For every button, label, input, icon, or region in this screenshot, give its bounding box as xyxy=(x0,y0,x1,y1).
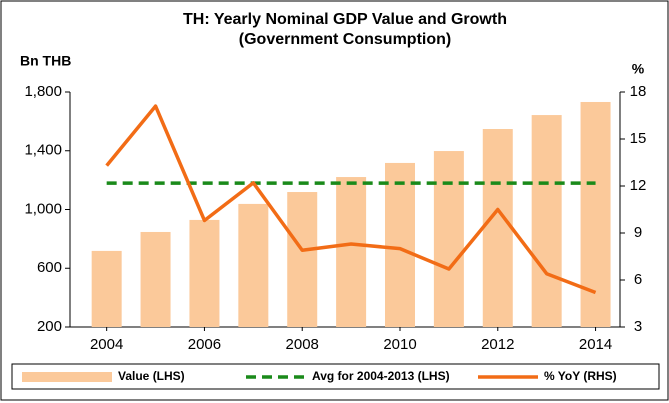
bar xyxy=(140,231,171,327)
y2-tick-label: 18 xyxy=(630,83,647,100)
y2-tick-label: 9 xyxy=(634,224,642,241)
y2-tick-label: 12 xyxy=(630,177,647,194)
legend-label: Avg for 2004-2013 (LHS) xyxy=(312,369,450,383)
bar xyxy=(482,129,513,327)
x-tick-label: 2012 xyxy=(481,336,514,353)
bar xyxy=(287,192,318,327)
y-tick-label: 200 xyxy=(37,318,62,335)
y-tick-label: 1,000 xyxy=(24,200,62,217)
legend-label: Value (LHS) xyxy=(118,369,185,383)
legend-label: % YoY (RHS) xyxy=(544,369,617,383)
legend-swatch xyxy=(22,372,112,382)
chart-subtitle: (Government Consumption) xyxy=(239,31,451,48)
bar xyxy=(91,250,122,327)
y-tick-label: 600 xyxy=(37,259,62,276)
x-tick-label: 2004 xyxy=(90,336,123,353)
bar xyxy=(189,219,220,327)
x-tick-label: 2008 xyxy=(286,336,319,353)
x-tick-label: 2014 xyxy=(579,336,612,353)
y2-axis-label: % xyxy=(632,61,645,77)
y2-tick-label: 6 xyxy=(634,271,642,288)
bar xyxy=(580,101,611,327)
y-axis-label: Bn THB xyxy=(20,53,71,69)
bar xyxy=(531,115,562,327)
bar xyxy=(433,151,464,327)
bar xyxy=(336,177,367,327)
y-tick-label: 1,400 xyxy=(24,142,62,159)
legend-box xyxy=(11,363,660,390)
chart-title: TH: Yearly Nominal GDP Value and Growth xyxy=(183,11,507,28)
bar xyxy=(385,162,415,327)
y2-tick-label: 15 xyxy=(630,130,647,147)
x-tick-label: 2006 xyxy=(188,336,221,353)
bar xyxy=(238,203,269,327)
x-tick-label: 2010 xyxy=(383,336,416,353)
y2-tick-label: 3 xyxy=(634,318,642,335)
yoy-line xyxy=(105,104,597,295)
y-tick-label: 1,800 xyxy=(24,83,62,100)
